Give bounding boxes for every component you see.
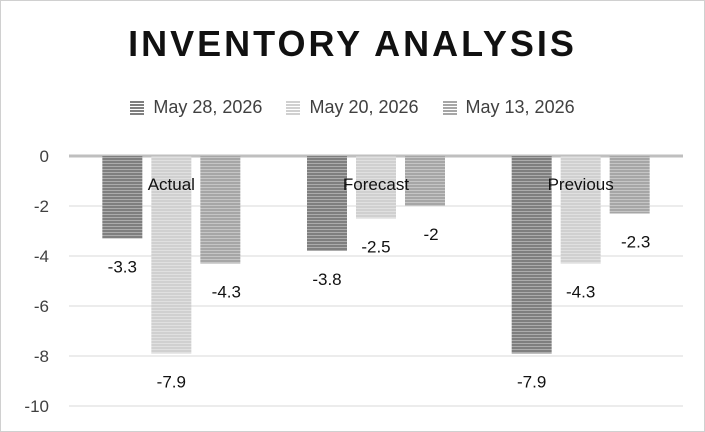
bar [560,156,601,264]
legend-item-series-2: May 20, 2026 [286,97,419,118]
y-tick-label: -10 [24,397,49,416]
legend-item-series-1: May 28, 2026 [130,97,262,118]
bar [405,156,445,206]
data-label: -4.3 [566,283,595,302]
data-labels: -3.3 -7.9 -4.3 -3.8 -2.5 -2 -7.9 -4.3 -2.3 [108,225,651,392]
bar [356,156,396,219]
legend-swatch-series-1 [130,100,145,115]
bar [102,156,143,239]
y-tick-label: -4 [34,247,49,266]
data-label: -3.8 [312,270,341,289]
y-tick-label: -8 [34,347,49,366]
bar [511,156,552,354]
y-axis: 0 -2 -4 -6 -8 -10 [24,147,49,416]
category-label: Actual [148,175,195,194]
bar [200,156,241,264]
y-tick-label: -6 [34,297,49,316]
data-label: -2.3 [621,233,650,252]
chart-title: INVENTORY ANALYSIS [128,23,577,64]
y-tick-label: 0 [40,147,49,166]
bar [151,156,192,354]
category-label: Forecast [343,175,409,194]
legend-item-series-3: May 13, 2026 [442,97,575,118]
data-label: -2.5 [361,238,390,257]
y-tick-label: -2 [34,197,49,216]
legend: May 28, 2026 May 20, 2026 May 13, 2026 [1,97,704,118]
data-label: -3.3 [108,258,137,277]
bar [609,156,650,214]
legend-label-series-1: May 28, 2026 [153,97,263,117]
category-label: Previous [548,175,614,194]
legend-swatch-series-3 [442,100,457,115]
data-label: -2 [423,225,438,244]
legend-swatch-series-2 [286,100,301,115]
legend-label-series-3: May 13, 2026 [465,97,575,117]
legend-label-series-2: May 20, 2026 [309,97,419,117]
bar [307,156,347,251]
data-label: -7.9 [517,373,546,392]
data-label: -4.3 [212,283,241,302]
category-labels: Actual Forecast Previous [148,175,614,194]
data-label: -7.9 [157,373,186,392]
bars [102,156,650,354]
